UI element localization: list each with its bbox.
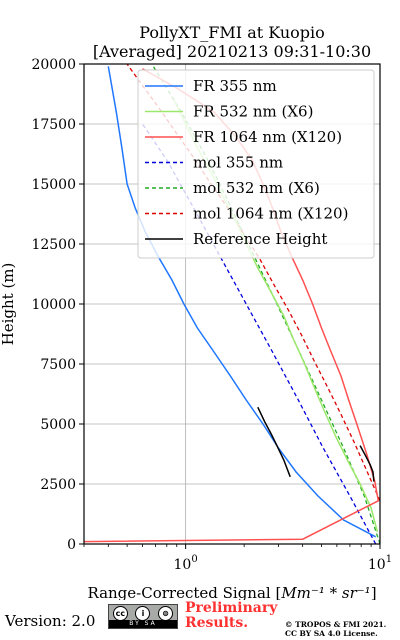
- chart-title: PollyXT_FMI at Kuopio: [139, 23, 325, 42]
- y-tick-label: 17500: [31, 117, 76, 133]
- series-mol-1064-nm-x120-line: [126, 64, 380, 502]
- y-tick-label: 12500: [31, 237, 76, 253]
- series-fr-355-nm-line: [107, 66, 377, 538]
- cc-license-badge: cc i ⊜ BY SA: [108, 604, 178, 629]
- y-tick-label: 2500: [40, 477, 76, 493]
- legend-label-fr-355-nm: FR 355 nm: [193, 77, 277, 95]
- legend-label-fr-532-nm-x6: FR 532 nm (X6): [193, 103, 313, 121]
- series-reference-height-line: [257, 406, 291, 478]
- y-tick-label: 10000: [31, 297, 76, 313]
- copyright-notice: © TROPOS & FMI 2021. CC BY SA 4.0 Licens…: [285, 620, 386, 638]
- legend-box: [137, 69, 375, 259]
- legend-label-mol-355-nm: mol 355 nm: [193, 154, 283, 172]
- copyright-line-2: CC BY SA 4.0 License.: [285, 629, 378, 638]
- version-label: Version: 2.0: [5, 612, 96, 630]
- share-alike-icon: ⊜: [158, 606, 174, 621]
- cc-icon: cc: [112, 606, 128, 621]
- series-reference-height-line-2: [359, 445, 375, 482]
- legend-label-fr-1064-nm-x120: FR 1064 nm (X120): [193, 128, 342, 146]
- attribution-icon: i: [135, 606, 151, 621]
- preliminary-line-1: Preliminary: [185, 600, 278, 616]
- copyright-line-1: © TROPOS & FMI 2021.: [285, 620, 387, 629]
- y-axis-label: Height (m): [0, 263, 17, 346]
- cc-badge-label: BY SA: [109, 620, 177, 628]
- y-tick-label: 20000: [31, 57, 76, 73]
- y-tick-label: 0: [67, 537, 76, 553]
- y-tick-label: 7500: [40, 357, 76, 373]
- chart-subtitle: [Averaged] 20210213 09:31-10:30: [93, 42, 371, 61]
- y-tick-label: 15000: [31, 177, 76, 193]
- legend-label-reference-height: Reference Height: [193, 230, 327, 248]
- preliminary-notice: Preliminary Results.: [185, 601, 277, 631]
- legend-label-mol-1064-nm-x120: mol 1064 nm (X120): [193, 205, 348, 223]
- x-tick-label: 101: [368, 554, 392, 573]
- x-axis-label: Range-Corrected Signal [Mm⁻¹ * sr⁻¹]: [87, 584, 376, 600]
- legend: FR 355 nm FR 532 nm (X6) FR 1064 nm (X120)…: [137, 69, 375, 259]
- axis-ticks: 0 2500 5000 7500 10000 12500 15000 17500 20000 10…: [31, 57, 392, 573]
- preliminary-line-2: Results.: [185, 615, 249, 631]
- x-tick-label: 100: [174, 554, 198, 573]
- y-tick-label: 5000: [40, 417, 76, 433]
- legend-label-mol-532-nm-x6: mol 532 nm (X6): [193, 179, 320, 197]
- chart: PollyXT_FMI at Kuopio [Averaged] 2021021…: [0, 23, 392, 600]
